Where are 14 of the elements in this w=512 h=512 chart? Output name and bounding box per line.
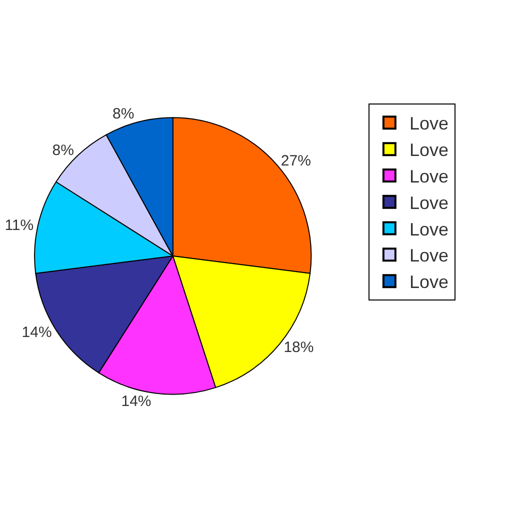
data-label: 14% [22,324,52,342]
legend-label: Love [409,140,448,160]
legend-label: Love [409,114,448,134]
legend-label: Love [409,166,448,186]
data-label: 18% [284,339,314,356]
legend-label: Love [409,272,448,292]
data-label: 27% [280,152,311,170]
data-label: 14% [121,393,152,410]
legend-label: Love [409,219,448,240]
data-label: 8% [112,106,134,123]
data-label: 11% [4,216,34,234]
legend-label: Love [409,192,448,213]
data-label: 8% [52,142,74,160]
legend-label: Love [409,246,448,266]
